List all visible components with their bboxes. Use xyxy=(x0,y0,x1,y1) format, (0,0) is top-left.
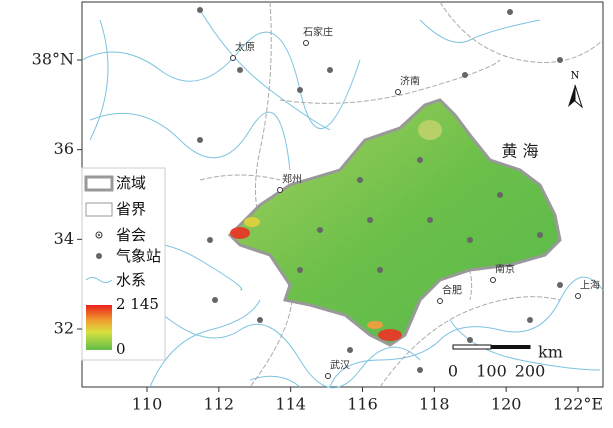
city-label: 合肥 xyxy=(442,284,462,297)
y-tick-label: 36 xyxy=(54,139,74,158)
x-tick-label: 120 xyxy=(491,395,522,414)
high-elevation xyxy=(230,120,442,341)
colorbar-max: 2 145 xyxy=(116,295,159,313)
y-tick-label: 34 xyxy=(54,229,74,248)
legend-label: 气象站 xyxy=(116,247,161,265)
legend xyxy=(81,167,166,361)
city-label: 太原 xyxy=(235,41,255,54)
legend-label: 流域 xyxy=(116,174,146,192)
city-label: 南京 xyxy=(495,263,515,276)
city-label: 石家庄 xyxy=(303,26,333,39)
capital-marker xyxy=(230,55,236,61)
capital-marker xyxy=(395,89,401,95)
capital-marker xyxy=(325,373,331,379)
x-tick-label: 118 xyxy=(419,395,450,414)
y-tick-label: 38°N xyxy=(32,50,74,69)
city-label: 郑州 xyxy=(282,173,302,186)
legend-label: 省会 xyxy=(116,226,146,244)
scale-unit: km xyxy=(538,343,563,362)
rivers xyxy=(81,9,604,389)
x-tick-label: 110 xyxy=(132,395,163,414)
capital-marker xyxy=(303,40,309,46)
x-tick-label: 122°E xyxy=(553,395,603,414)
y-tick-label: 32 xyxy=(54,319,74,338)
capital-marker xyxy=(437,298,443,304)
x-tick-label: 116 xyxy=(347,395,378,414)
city-label: 上海 xyxy=(580,279,600,292)
north-label: N xyxy=(571,71,580,82)
capital-marker xyxy=(277,187,283,193)
capital-marker xyxy=(490,277,496,283)
capital-marker xyxy=(575,293,581,299)
legend-label: 水系 xyxy=(116,271,146,289)
colorbar-min: 0 xyxy=(116,340,126,358)
city-label: 济南 xyxy=(400,75,420,88)
x-tick-label: 112 xyxy=(204,395,235,414)
scale-label: 200 xyxy=(515,362,546,381)
north-arrow: N xyxy=(568,71,584,109)
sea-label: 黄 海 xyxy=(501,142,538,161)
x-tick-label: 114 xyxy=(275,395,306,414)
scale-label: 0 xyxy=(448,362,458,381)
city-label: 武汉 xyxy=(330,359,350,372)
scale-label: 100 xyxy=(476,362,507,381)
basin xyxy=(227,98,562,347)
legend-label: 省界 xyxy=(116,200,146,218)
ticks: 110 112 114 116 118 120 122°E 38°N 36 34 32 0 100 200… xyxy=(32,50,603,414)
